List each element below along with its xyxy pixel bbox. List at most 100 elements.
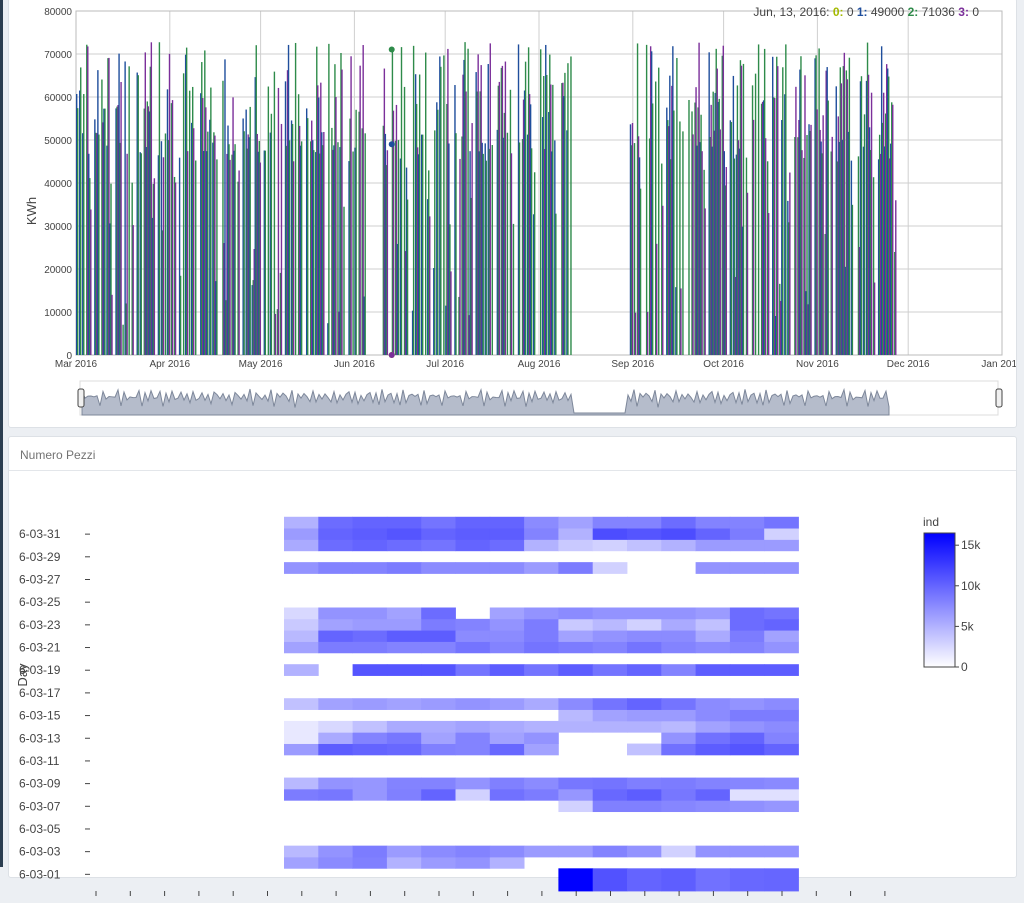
heatmap-cell: [489, 856, 525, 869]
bar: [361, 128, 363, 355]
heatmap-cell: [661, 800, 696, 813]
heatmap-cell: [592, 562, 628, 574]
bar: [824, 233, 826, 355]
bar: [248, 137, 250, 355]
heatmap-cell: [661, 720, 696, 733]
bar: [417, 154, 420, 355]
bar: [203, 151, 205, 355]
bar: [767, 213, 770, 355]
bar: [735, 154, 738, 355]
heatmap-cell: [764, 698, 799, 710]
bar: [209, 119, 211, 356]
bar: [297, 94, 300, 355]
heatmap-cell: [318, 777, 353, 790]
heatmap-cell: [524, 664, 559, 676]
bar: [837, 116, 839, 356]
bar: [844, 266, 847, 355]
bar: [150, 42, 153, 355]
bar: [890, 143, 892, 355]
bar: [299, 145, 302, 355]
bar: [807, 304, 809, 355]
bar: [148, 111, 151, 355]
heatmap-cell: [729, 516, 765, 529]
bar: [227, 125, 229, 356]
bar: [742, 63, 745, 355]
range-slider[interactable]: [77, 380, 1003, 416]
bar: [806, 135, 808, 355]
heatmap-cell: [592, 630, 628, 642]
heatmap-cell: [592, 777, 628, 790]
pieces-heatmap[interactable]: 6-03-31 6-03-29 6-03-27 6-03-25 6-03-23 6-03-…: [9, 471, 1016, 903]
heatmap-cell: [627, 845, 662, 858]
heatmap-cell: [592, 516, 628, 529]
bar: [480, 65, 482, 355]
bar: [498, 81, 501, 355]
bar: [774, 98, 776, 355]
bar: [234, 144, 236, 355]
heatmap-cell: [489, 664, 525, 676]
bar: [669, 75, 671, 355]
heatmap-cell: [661, 743, 696, 756]
bar: [246, 148, 248, 355]
heatmap-cell: [352, 788, 388, 801]
bar: [884, 113, 887, 355]
bar: [838, 141, 840, 355]
bar: [440, 66, 442, 356]
bar: [174, 182, 177, 355]
bar: [865, 80, 868, 355]
bar: [455, 133, 457, 355]
bar: [799, 69, 801, 355]
heatmap-cell: [284, 845, 319, 858]
heatmap-cell: [661, 788, 696, 801]
bar: [691, 111, 693, 355]
heatmap-cell: [764, 743, 799, 756]
range-slider-left-handle[interactable]: [77, 388, 85, 408]
bar: [695, 87, 697, 355]
bar: [86, 44, 88, 355]
bar: [291, 123, 294, 355]
bar: [249, 106, 251, 355]
bar: [708, 52, 710, 355]
heatmap-cell: [661, 698, 696, 710]
bar: [891, 102, 893, 355]
bar: [826, 67, 828, 355]
bar: [548, 112, 550, 356]
bar: [873, 282, 876, 355]
heatmap-y-tick-label: 6-03-11: [19, 754, 60, 768]
bar: [222, 80, 224, 356]
heatmap-cell: [352, 630, 388, 642]
bar: [716, 68, 718, 355]
bar: [166, 89, 169, 356]
bar: [763, 48, 766, 355]
bar: [878, 134, 881, 355]
bar: [320, 82, 322, 356]
heatmap-cell: [489, 641, 525, 654]
bar: [339, 147, 341, 355]
heatmap-cell: [524, 720, 559, 733]
bar: [522, 99, 525, 356]
heatmap-cell: [558, 630, 594, 642]
heatmap-cell: [421, 664, 456, 676]
bar: [804, 75, 806, 355]
heatmap-cell: [764, 720, 799, 733]
heatmap-cell: [558, 562, 594, 574]
heatmap-y-tick-label: 6-03-27: [19, 572, 61, 586]
heatmap-cell: [558, 528, 594, 540]
heatmap-cell: [352, 720, 388, 733]
heatmap-cell: [489, 607, 525, 620]
heatmap-cell: [386, 698, 422, 710]
bar: [421, 134, 424, 355]
heatmap-cell: [558, 879, 594, 892]
bar: [210, 87, 212, 355]
heatmap-cell: [627, 607, 662, 620]
range-slider-right-handle[interactable]: [995, 388, 1003, 408]
heatmap-cell: [318, 743, 353, 756]
bar: [777, 66, 779, 355]
energy-bar-chart[interactable]: 0 10000 20000 30000 40000 50000 60000 70000 8000…: [9, 0, 1016, 427]
bar: [348, 161, 350, 355]
heatmap-cell: [455, 743, 491, 756]
bar: [866, 42, 869, 355]
heatmap-cell: [729, 528, 765, 540]
hover-text-part: 3:: [958, 5, 972, 19]
heatmap-cell: [592, 845, 628, 858]
